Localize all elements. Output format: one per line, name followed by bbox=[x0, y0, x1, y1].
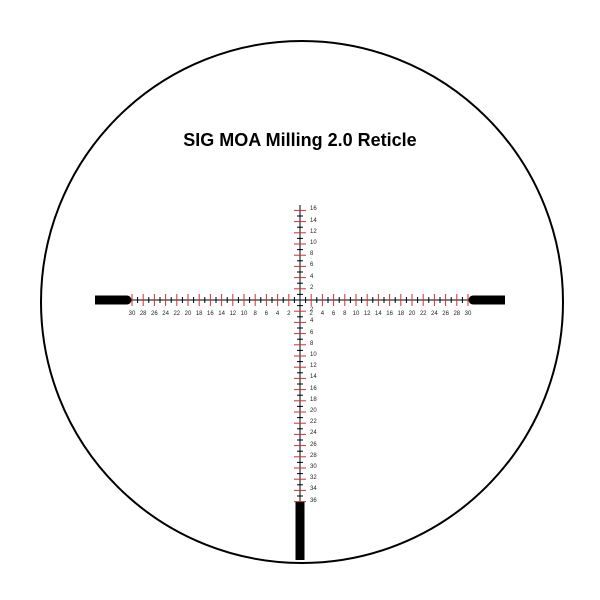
tick-label: 14 bbox=[218, 311, 225, 317]
tick-label: 10 bbox=[241, 311, 248, 317]
tick-label: 12 bbox=[229, 311, 236, 317]
tick-label: 2 bbox=[310, 307, 313, 313]
tick-label: 10 bbox=[310, 240, 317, 246]
tick-label: 6 bbox=[265, 311, 268, 317]
tick-label: 26 bbox=[442, 311, 449, 317]
tick-label: 4 bbox=[276, 311, 279, 317]
tick-label: 20 bbox=[310, 408, 317, 414]
tick-label: 26 bbox=[310, 442, 317, 448]
tick-label: 8 bbox=[310, 341, 313, 347]
tick-label: 24 bbox=[310, 430, 317, 436]
tick-label: 6 bbox=[332, 311, 335, 317]
tick-label: 18 bbox=[397, 311, 404, 317]
tick-label: 24 bbox=[162, 311, 169, 317]
tick-label: 14 bbox=[310, 374, 317, 380]
tick-label: 12 bbox=[310, 229, 317, 235]
tick-label: 18 bbox=[196, 311, 203, 317]
tick-label: 18 bbox=[310, 397, 317, 403]
tick-label: 2 bbox=[287, 311, 290, 317]
reticle-svg bbox=[0, 0, 600, 600]
tick-label: 4 bbox=[310, 274, 313, 280]
tick-label: 8 bbox=[254, 311, 257, 317]
tick-label: 8 bbox=[310, 251, 313, 257]
tick-label: 32 bbox=[310, 475, 317, 481]
tick-label: 16 bbox=[310, 386, 317, 392]
tick-label: 28 bbox=[453, 311, 460, 317]
tick-label: 4 bbox=[321, 311, 324, 317]
tick-label: 4 bbox=[310, 318, 313, 324]
tick-label: 34 bbox=[310, 486, 317, 492]
tick-label: 24 bbox=[431, 311, 438, 317]
tick-label: 16 bbox=[310, 206, 317, 212]
tick-label: 20 bbox=[185, 311, 192, 317]
tick-label: 16 bbox=[207, 311, 214, 317]
tick-label: 10 bbox=[353, 311, 360, 317]
tick-label: 16 bbox=[386, 311, 393, 317]
tick-label: 36 bbox=[310, 498, 317, 504]
tick-label: 30 bbox=[465, 311, 472, 317]
tick-label: 2 bbox=[310, 285, 313, 291]
tick-label: 10 bbox=[310, 352, 317, 358]
tick-label: 28 bbox=[140, 311, 147, 317]
tick-label: 28 bbox=[310, 453, 317, 459]
tick-label: 14 bbox=[375, 311, 382, 317]
tick-label: 14 bbox=[310, 218, 317, 224]
tick-label: 6 bbox=[310, 262, 313, 268]
tick-label: 30 bbox=[129, 311, 136, 317]
tick-label: 22 bbox=[310, 419, 317, 425]
tick-label: 12 bbox=[364, 311, 371, 317]
tick-label: 20 bbox=[409, 311, 416, 317]
tick-label: 22 bbox=[420, 311, 427, 317]
tick-label: 8 bbox=[343, 311, 346, 317]
tick-label: 30 bbox=[310, 464, 317, 470]
tick-label: 12 bbox=[310, 363, 317, 369]
tick-label: 22 bbox=[173, 311, 180, 317]
tick-label: 26 bbox=[151, 311, 158, 317]
tick-label: 6 bbox=[310, 330, 313, 336]
